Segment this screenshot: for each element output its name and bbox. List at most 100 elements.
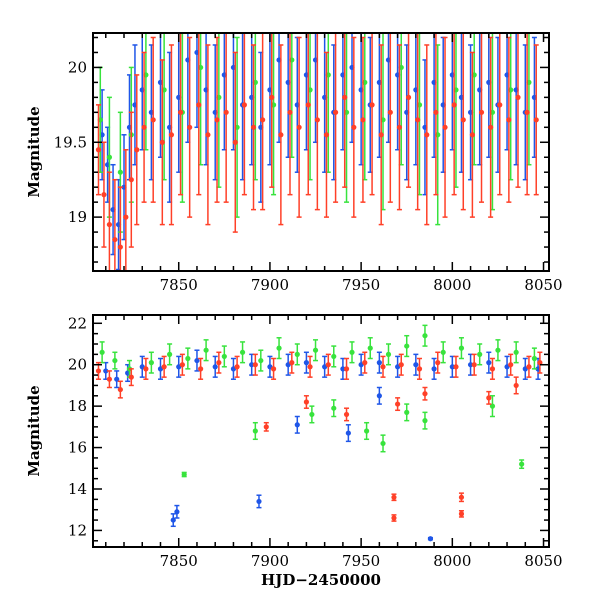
top-red-point — [128, 111, 134, 248]
data-point-marker — [214, 117, 220, 123]
bottom-red-point — [422, 386, 428, 401]
bottom-blue-point — [157, 357, 164, 380]
data-point-marker — [497, 102, 503, 108]
top-red-point — [396, 44, 403, 211]
data-point-marker — [141, 124, 147, 130]
data-point-marker — [239, 349, 246, 355]
top-red-point — [360, 36, 366, 203]
bottom-red-point — [486, 390, 492, 405]
x-tick-label: 7850 — [160, 552, 198, 570]
data-point-marker — [252, 428, 258, 434]
data-point-marker — [380, 440, 386, 447]
y-tick-label: 20 — [68, 58, 87, 76]
bottom-green-point — [258, 349, 264, 372]
bottom-blue-point — [174, 504, 180, 519]
bottom-green-point — [148, 351, 154, 374]
data-point-marker — [422, 418, 428, 424]
top-red-point — [433, 33, 439, 196]
x-tick-label: 8050 — [524, 276, 562, 294]
bottom-blue-point — [322, 355, 328, 378]
bottom-green-point — [331, 399, 337, 418]
data-point-marker — [345, 430, 351, 436]
bottom-red-point — [128, 368, 134, 387]
data-point-marker — [398, 362, 404, 368]
data-point-marker — [391, 515, 397, 521]
top-red-point — [314, 33, 320, 211]
top-red-point — [351, 36, 357, 218]
data-point-marker — [185, 355, 191, 362]
data-point-marker — [276, 345, 282, 351]
bottom-red-point — [303, 395, 310, 409]
data-point-marker — [364, 428, 370, 434]
data-point-marker — [449, 364, 455, 370]
data-point-marker — [114, 376, 120, 382]
bottom-green-point — [112, 351, 118, 370]
data-point-marker — [478, 109, 485, 115]
bottom-green-point — [312, 339, 319, 362]
bottom-red-point — [458, 510, 465, 518]
top-plot-frame — [92, 32, 550, 272]
data-point-marker — [256, 498, 262, 505]
top-red-point — [478, 33, 485, 203]
bottom-red-point — [526, 355, 532, 378]
top-red-point — [250, 44, 257, 211]
data-point-marker — [513, 349, 519, 355]
top-red-point — [196, 33, 202, 196]
bottom-red-point — [489, 357, 496, 380]
top-red-point — [460, 33, 466, 211]
data-point-marker — [486, 395, 492, 401]
data-point-marker — [537, 360, 543, 366]
data-point-marker — [174, 509, 180, 515]
data-point-marker — [305, 102, 311, 108]
top-red-point — [424, 44, 430, 226]
data-point-marker — [323, 132, 330, 138]
data-point-marker — [362, 360, 368, 366]
data-point-marker — [181, 471, 187, 478]
data-point-marker — [387, 109, 393, 115]
data-point-marker — [101, 192, 107, 198]
data-point-marker — [221, 353, 227, 360]
y-tick-label: 18 — [68, 397, 87, 415]
data-point-marker — [519, 461, 525, 467]
data-point-marker — [531, 355, 538, 362]
bottom-green-point — [294, 343, 300, 366]
bottom-red-point — [252, 353, 258, 376]
data-point-marker — [424, 132, 430, 138]
data-point-marker — [458, 511, 465, 517]
data-point-marker — [296, 124, 302, 130]
top-red-point — [123, 149, 129, 271]
data-point-marker — [270, 366, 277, 372]
top-red-point — [405, 33, 412, 188]
x-tick-label: 7900 — [251, 276, 289, 294]
data-point-marker — [524, 109, 530, 115]
bottom-blue-point — [427, 536, 434, 542]
data-point-marker — [95, 368, 102, 374]
bottom-blue-point — [431, 357, 437, 380]
data-point-marker — [179, 362, 185, 368]
data-point-marker — [269, 94, 275, 100]
data-point-marker — [488, 124, 494, 130]
data-point-marker — [343, 411, 350, 418]
bottom-green-point — [531, 347, 538, 370]
data-point-marker — [533, 117, 539, 123]
bottom-red-point — [398, 353, 404, 376]
bottom-red-point — [458, 492, 465, 503]
x-tick-label: 8050 — [524, 552, 562, 570]
bottom-blue-point — [176, 355, 182, 378]
top-red-point — [134, 74, 140, 226]
bottom-red-point — [343, 357, 350, 380]
bottom-red-point — [508, 353, 514, 376]
bottom-green-point — [477, 343, 483, 366]
data-point-marker — [458, 345, 465, 351]
top-red-point — [469, 51, 475, 218]
bottom-red-point — [198, 357, 204, 380]
data-point-marker — [278, 132, 284, 138]
bottom-green-point — [221, 345, 227, 368]
bottom-green-point — [489, 395, 496, 418]
bottom-blue-point — [303, 351, 310, 374]
data-point-marker — [515, 94, 521, 100]
data-point-marker — [223, 109, 229, 115]
data-point-marker — [433, 109, 439, 115]
top-red-point — [112, 178, 118, 271]
